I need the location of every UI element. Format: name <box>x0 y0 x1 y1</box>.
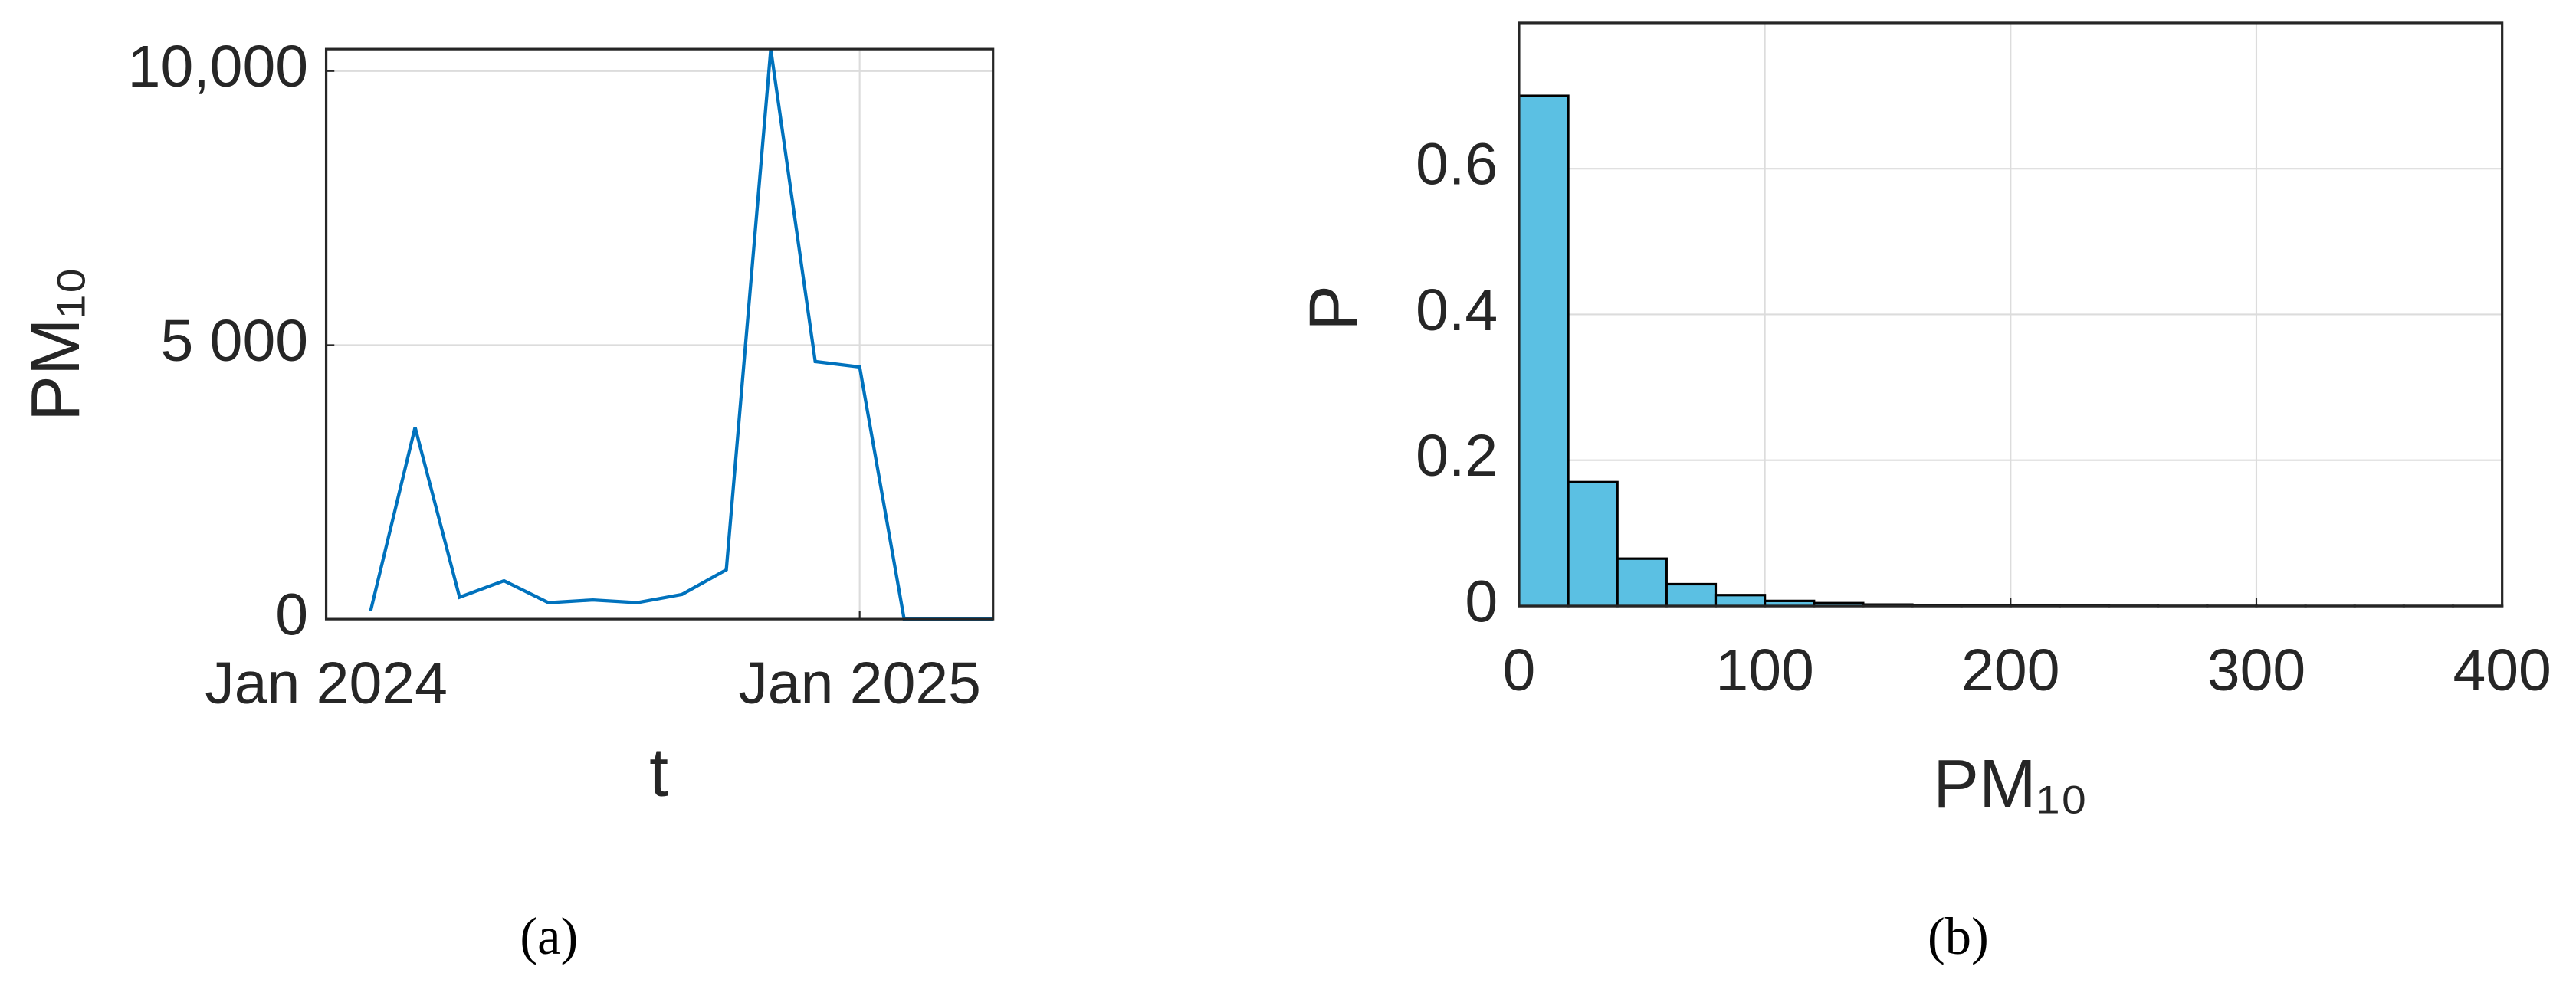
bar <box>1616 557 1668 608</box>
axes-box <box>324 47 995 621</box>
panel-caption: (b) <box>1928 907 1989 965</box>
x-tick-label: 200 <box>1961 637 2059 703</box>
panel: 0 100 200 300 400 0 0.2 0.4 0.6 PM₁₀ P (b) <box>1295 21 2551 965</box>
bar <box>1567 480 1619 608</box>
x-tick-label: 0 <box>1503 637 1536 703</box>
y-tick-label: 10,000 <box>128 34 308 100</box>
y-tick-label: 0 <box>275 581 308 647</box>
y-axis-label: P <box>1295 285 1372 331</box>
data-line <box>369 48 993 621</box>
y-tick-label: 0.6 <box>1416 132 1498 198</box>
x-tick-label: 300 <box>2207 637 2305 703</box>
x-axis-label: PM₁₀ <box>1933 746 2088 823</box>
x-axis-label: t <box>649 735 668 811</box>
bar <box>1714 594 1767 608</box>
y-tick-label: 0.4 <box>1416 277 1498 343</box>
y-tick-label: 0.2 <box>1416 423 1498 489</box>
x-tick-label: Jan 2024 <box>205 650 448 716</box>
x-tick-label: 400 <box>2453 637 2551 703</box>
axes-box <box>1518 21 2504 608</box>
panel-caption: (a) <box>520 907 578 965</box>
y-axis-label: PM₁₀ <box>18 267 94 421</box>
panel: Jan 2024 Jan 2025 0 5 000 10,000 t PM₁₀ (a) <box>18 34 995 965</box>
bar <box>1518 94 1570 608</box>
y-tick-label: 5 000 <box>160 308 308 374</box>
x-tick-label: Jan 2025 <box>738 650 981 716</box>
y-tick-label: 0 <box>1465 568 1498 634</box>
x-tick-label: 100 <box>1715 637 1813 703</box>
bar <box>1665 582 1718 608</box>
